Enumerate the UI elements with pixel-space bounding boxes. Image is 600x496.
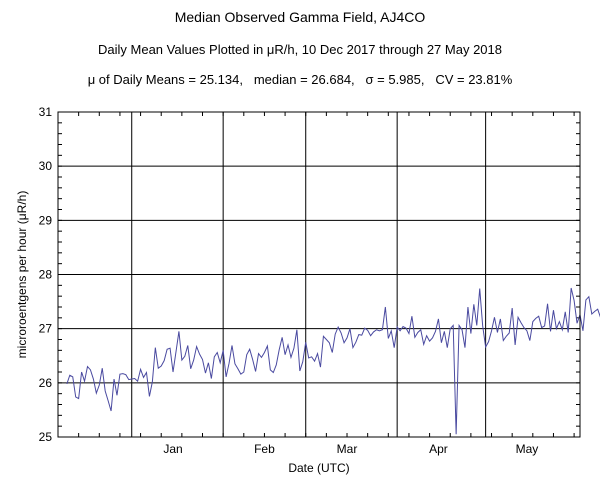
x-tick-label: May — [516, 442, 539, 456]
stat-mean: μ of Daily Means = 25.134, — [87, 72, 243, 87]
x-tick-label: Apr — [429, 442, 448, 456]
series-line — [66, 287, 600, 435]
y-tick-label: 30 — [39, 159, 53, 173]
y-tick-label: 28 — [39, 268, 53, 282]
y-tick-label: 25 — [39, 430, 53, 444]
plot-frame — [57, 111, 581, 438]
y-tick-label: 27 — [39, 322, 53, 336]
chart-stats: μ of Daily Means = 25.134, median = 26.6… — [0, 72, 600, 87]
y-tick-label: 31 — [39, 105, 53, 119]
grid — [58, 111, 580, 438]
x-tick-label: Mar — [337, 442, 358, 456]
chart-subtitle: Daily Mean Values Plotted in μR/h, 10 De… — [98, 42, 502, 57]
y-axis-title: microroentgens per hour (μR/h) — [15, 191, 29, 359]
x-axis-title: Date (UTC) — [288, 461, 349, 475]
stat-cv: CV = 23.81% — [435, 72, 513, 87]
x-tick-label: Jan — [163, 442, 182, 456]
stat-median: median = 26.684, — [253, 72, 355, 87]
stat-sigma: σ = 5.985, — [365, 72, 425, 87]
axis-ticks: 25 26 27 28 29 30 31 Jan Feb Mar Apr May — [39, 105, 580, 456]
y-tick-label: 26 — [39, 376, 53, 390]
chart-title: Median Observed Gamma Field, AJ4CO — [174, 9, 426, 25]
y-tick-label: 29 — [39, 213, 53, 227]
x-tick-label: Feb — [254, 442, 275, 456]
